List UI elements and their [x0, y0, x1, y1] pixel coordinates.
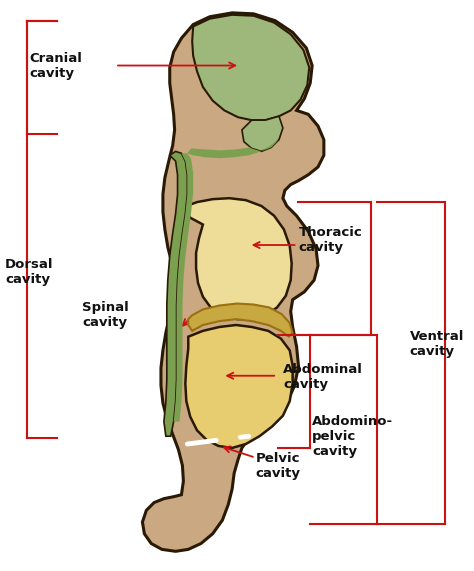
Polygon shape	[242, 116, 283, 151]
Polygon shape	[185, 325, 292, 448]
Text: Cranial
cavity: Cranial cavity	[29, 52, 82, 80]
Text: Pelvic
cavity: Pelvic cavity	[255, 452, 301, 480]
Polygon shape	[164, 151, 187, 436]
Polygon shape	[187, 140, 279, 158]
Text: Spinal
cavity: Spinal cavity	[82, 301, 129, 329]
Text: Ventral
cavity: Ventral cavity	[410, 329, 464, 357]
Text: Abdomino-
pelvic
cavity: Abdomino- pelvic cavity	[312, 415, 393, 458]
Polygon shape	[173, 154, 193, 421]
Text: Dorsal
cavity: Dorsal cavity	[5, 258, 54, 286]
Text: Abdominal
cavity: Abdominal cavity	[283, 363, 363, 391]
Text: Thoracic
cavity: Thoracic cavity	[299, 226, 362, 254]
Polygon shape	[192, 15, 309, 120]
Polygon shape	[186, 198, 292, 319]
Polygon shape	[142, 13, 324, 552]
Polygon shape	[188, 304, 292, 337]
